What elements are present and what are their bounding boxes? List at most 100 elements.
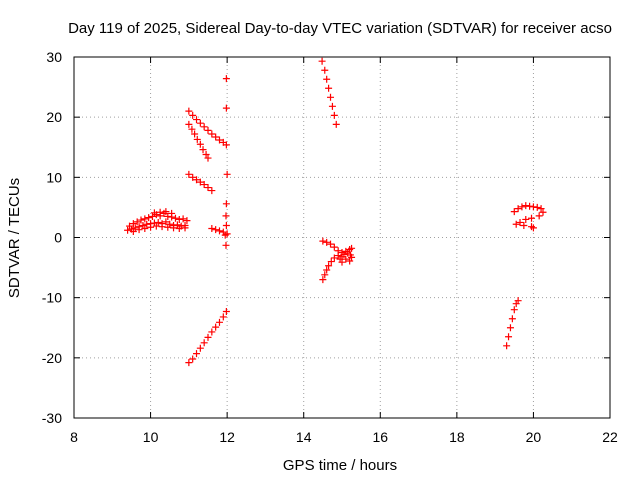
data-point xyxy=(328,102,336,110)
data-point xyxy=(510,306,518,314)
data-point xyxy=(164,223,172,231)
data-point xyxy=(334,252,342,260)
data-point xyxy=(506,324,514,332)
data-point xyxy=(200,181,208,189)
data-point xyxy=(327,258,335,266)
data-point xyxy=(215,227,223,235)
data-point xyxy=(193,116,201,124)
data-point xyxy=(321,66,329,74)
data-point xyxy=(189,173,197,181)
data-point xyxy=(162,218,170,226)
data-point xyxy=(143,220,151,228)
data-point xyxy=(336,255,344,263)
data-point xyxy=(141,215,149,223)
data-point xyxy=(129,220,137,228)
data-series-3 xyxy=(185,120,212,162)
data-point xyxy=(150,209,158,217)
data-point xyxy=(526,202,534,210)
data-point xyxy=(208,224,216,232)
data-point xyxy=(520,221,528,229)
data-point xyxy=(222,104,230,112)
data-point xyxy=(208,130,216,138)
data-series-1 xyxy=(124,208,191,235)
data-point xyxy=(522,202,530,210)
data-point xyxy=(145,214,153,222)
data-point xyxy=(193,350,201,358)
data-points xyxy=(124,57,547,367)
data-point xyxy=(191,130,199,138)
data-point xyxy=(212,133,220,141)
data-point xyxy=(171,214,179,222)
data-point xyxy=(204,333,212,341)
data-point xyxy=(332,120,340,128)
data-point xyxy=(533,203,541,211)
x-axis-label: GPS time / hours xyxy=(283,457,397,474)
data-point xyxy=(346,257,354,265)
data-point xyxy=(535,212,543,220)
x-axis-ticks: 8 10 12 14 16 18 20 22 xyxy=(70,57,618,445)
data-point xyxy=(323,266,331,274)
data-point xyxy=(129,227,137,235)
data-point xyxy=(221,231,229,239)
x-tick-label: 14 xyxy=(296,429,312,445)
data-point xyxy=(222,241,230,249)
data-series-12 xyxy=(510,202,547,232)
data-point xyxy=(325,262,333,270)
data-point xyxy=(164,212,172,220)
y-tick-label: 10 xyxy=(46,169,62,185)
x-tick-label: 8 xyxy=(70,429,78,445)
data-point xyxy=(179,215,187,223)
data-point xyxy=(154,218,162,226)
data-point xyxy=(222,141,230,149)
data-point xyxy=(196,178,204,186)
y-tick-label: -10 xyxy=(42,290,62,306)
data-point xyxy=(189,355,197,363)
data-point xyxy=(330,243,338,251)
data-point xyxy=(204,184,212,192)
y-tick-label: 20 xyxy=(46,109,62,125)
data-point xyxy=(193,135,201,143)
data-point xyxy=(325,84,333,92)
data-point xyxy=(124,226,132,234)
data-point xyxy=(222,221,230,229)
data-point xyxy=(173,221,181,229)
y-axis-label: SDTVAR / TECUs xyxy=(6,178,23,298)
data-point xyxy=(516,218,524,226)
data-point xyxy=(200,339,208,347)
data-point xyxy=(330,111,338,119)
data-point xyxy=(340,250,348,258)
data-point xyxy=(183,217,191,225)
x-tick-label: 22 xyxy=(602,429,618,445)
x-tick-label: 16 xyxy=(372,429,388,445)
data-point xyxy=(522,215,530,223)
data-point xyxy=(508,315,516,323)
data-point xyxy=(514,297,522,305)
data-point xyxy=(539,208,547,216)
data-series-4 xyxy=(185,170,216,195)
data-point xyxy=(327,240,335,248)
data-point xyxy=(215,318,223,326)
data-point xyxy=(185,170,193,178)
data-point xyxy=(202,150,210,158)
data-point xyxy=(318,57,326,65)
data-point xyxy=(505,333,513,341)
data-point xyxy=(133,218,141,226)
data-series-5 xyxy=(208,224,231,239)
data-point xyxy=(208,187,216,195)
data-point xyxy=(175,224,183,232)
data-point xyxy=(323,75,331,83)
data-point xyxy=(219,313,227,321)
data-point xyxy=(529,203,537,211)
data-point xyxy=(185,120,193,128)
data-point xyxy=(319,237,327,245)
data-point xyxy=(196,119,204,127)
x-tick-label: 18 xyxy=(449,429,465,445)
data-point xyxy=(148,212,156,220)
data-point xyxy=(537,205,545,213)
data-series-7 xyxy=(185,308,230,367)
data-point xyxy=(348,244,356,252)
data-point xyxy=(518,203,526,211)
data-point xyxy=(529,224,537,232)
data-point xyxy=(188,125,196,133)
